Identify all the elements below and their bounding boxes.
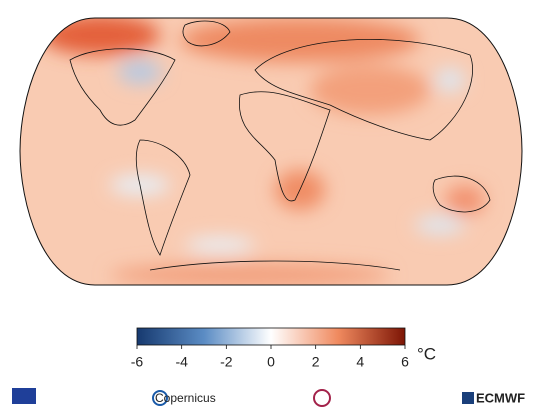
ecmwf-logo: ECMWF [476, 390, 525, 405]
colorbar: °C -6 -4 -2 0 2 4 6 [131, 327, 436, 370]
colorbar-tick-label: -6 [131, 354, 144, 370]
colorbar-gradient [136, 327, 406, 346]
eu-flag [12, 388, 36, 404]
logos: Copernicus ECMWF [12, 388, 525, 407]
colorbar-tick-label: 0 [267, 354, 275, 370]
colorbar-tick-label: -4 [175, 354, 188, 370]
colorbar-tick-label: 4 [356, 354, 364, 370]
colorbar-unit: °C [417, 344, 436, 363]
colorbar-tick-label: 6 [401, 354, 409, 370]
ecmwf-icon [462, 392, 474, 404]
climate-service-icon [313, 389, 331, 407]
colorbar-tick-label: 2 [312, 354, 320, 370]
copernicus-icon [152, 390, 168, 406]
map [19, 17, 523, 286]
copernicus-logo: Copernicus [155, 391, 216, 405]
colorbar-tick-label: -2 [220, 354, 233, 370]
